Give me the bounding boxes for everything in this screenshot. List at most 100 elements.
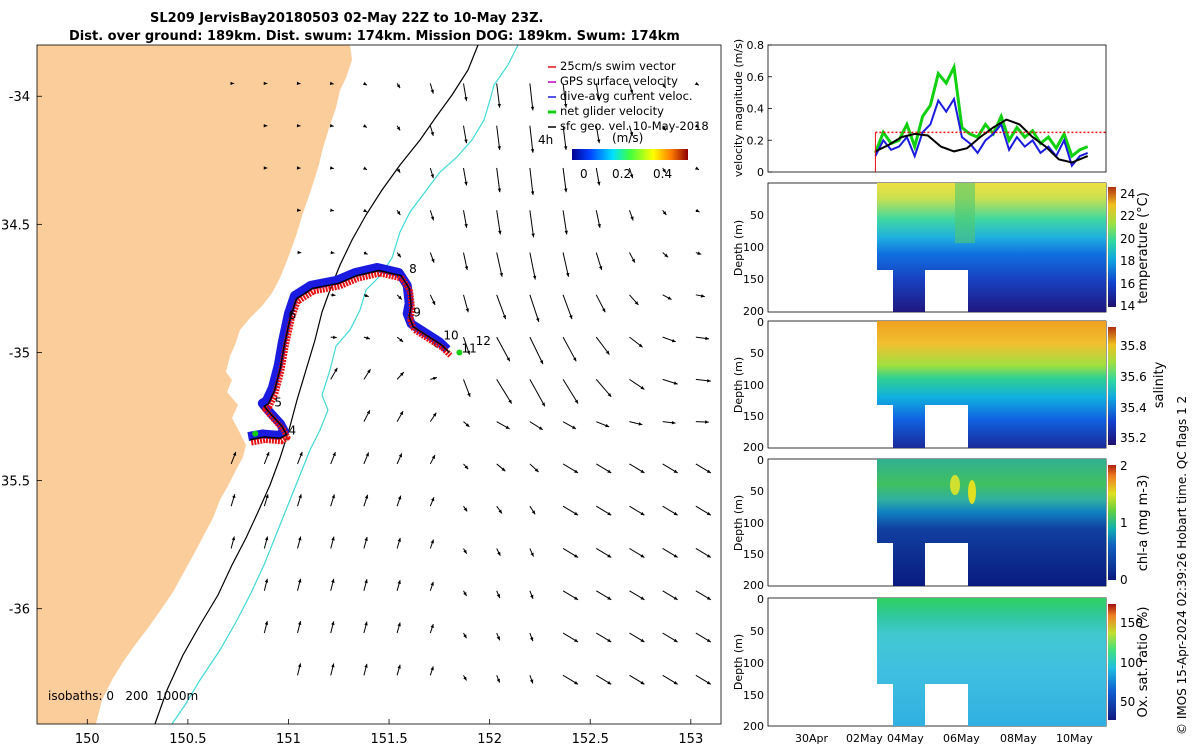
velocity-arrowhead — [264, 536, 269, 541]
velocity-arrowhead — [607, 680, 612, 685]
velocity-arrowhead — [662, 126, 666, 131]
map-xtick-label: 152.5 — [572, 732, 609, 747]
velocity-arrowhead — [329, 166, 334, 170]
velocity-arrow — [496, 210, 501, 235]
velocity-series-line — [874, 96, 1089, 168]
velocity-arrowhead — [329, 123, 334, 128]
velocity-arrowhead — [538, 426, 543, 430]
date-tick-30apr: 30Apr — [795, 732, 829, 745]
glider-track — [247, 263, 463, 446]
velocity-arrowhead — [662, 211, 667, 215]
velocity-arrowhead — [499, 272, 504, 277]
velocity-arrowhead — [365, 452, 369, 457]
velocity-arrowhead — [694, 166, 699, 170]
velocity-arrowhead — [332, 452, 336, 457]
map-ytick-label: 34.5 — [1, 218, 30, 233]
velocity-arrow — [562, 294, 573, 320]
chla-depth-0: 0 — [757, 454, 764, 467]
velocity-arrowhead — [231, 536, 236, 541]
velocity-arrowhead — [329, 81, 334, 86]
velocity-arrowhead — [334, 367, 338, 372]
velocity-arrowhead — [430, 581, 434, 586]
velocity-arrow — [496, 336, 511, 362]
velocity-arrowhead — [299, 451, 303, 456]
velocity-arrowhead — [396, 168, 401, 173]
chla-cbar-tick-0: 0 — [1120, 573, 1128, 587]
velocity-arrowhead — [396, 211, 401, 215]
velocity-arrowhead — [330, 208, 334, 212]
velocity-arrowhead — [705, 420, 709, 424]
velocity-arrowhead — [536, 317, 540, 322]
velocity-arrowhead — [430, 539, 434, 544]
velocity-arrowhead — [465, 423, 470, 427]
map-xtick-label: 150 — [75, 732, 100, 747]
velocity-arrowhead — [607, 638, 612, 643]
velocity-arrowhead — [467, 392, 471, 397]
legend-item-dive: dive-avg current veloc. — [560, 89, 693, 103]
velocity-arrowhead — [706, 554, 711, 558]
oxsat-ylabel: Depth (m) — [732, 634, 745, 690]
surface-velocity-vectors — [230, 81, 712, 685]
oxsat-colorbar — [1108, 604, 1116, 720]
velocity-arrow — [529, 336, 544, 365]
chla-panel: Depth (m) chl-a (mg m-3) 0 1 2 0 50 100 … — [732, 454, 1151, 592]
velocity-arrow — [562, 167, 567, 193]
velocity-arrowhead — [607, 596, 612, 600]
map-xtick-label: 153 — [678, 732, 703, 747]
velocity-arrowhead — [362, 166, 367, 170]
sal-cbar-tick-356: 35.6 — [1120, 370, 1147, 384]
velocity-arrow — [562, 83, 567, 108]
temp-cbar-tick-14: 14 — [1120, 299, 1135, 313]
sal-depth-100: 100 — [743, 379, 764, 392]
velocity-arrowhead — [431, 300, 436, 305]
temperature-panel: Depth (m) temperature (°C) 14 16 18 20 2… — [732, 182, 1151, 318]
velocity-arrowhead — [331, 494, 335, 499]
velocity-arrowhead — [397, 495, 402, 500]
velocity-arrowhead — [396, 126, 401, 131]
chla-depth-100: 100 — [743, 517, 764, 530]
oxsat-panel: Depth (m) Ox. sat. ratio (%) 50 100 150 … — [732, 593, 1151, 745]
velocity-arrowhead — [629, 89, 634, 94]
colorbar-tick-0: 0 — [580, 167, 588, 181]
velocity-arrowhead — [673, 596, 678, 600]
ox-depth-200: 200 — [743, 720, 764, 733]
velocity-arrowhead — [563, 103, 568, 108]
velocity-arrowhead — [297, 208, 301, 212]
velocity-arrowhead — [497, 103, 501, 108]
velocity-arrowhead — [530, 106, 535, 111]
chla-cbar-tick-2: 2 — [1120, 459, 1128, 473]
velocity-arrowhead — [638, 422, 643, 426]
velocity-arrowhead — [399, 338, 404, 342]
velocity-arrowhead — [662, 168, 666, 173]
velocity-arrowhead — [496, 594, 500, 599]
velocity-arrow — [496, 125, 501, 150]
chart-title-line-2: Dist. over ground: 189km. Dist. swum: 17… — [69, 29, 680, 44]
velocity-arrowhead — [673, 638, 678, 643]
velocity-arrowhead — [564, 230, 568, 235]
velocity-arrowhead — [541, 402, 545, 407]
velocity-arrowhead — [706, 596, 711, 600]
day-label: 11 — [461, 341, 476, 355]
velocity-arrowhead — [463, 592, 467, 597]
temp-cbar-tick-24: 24 — [1120, 187, 1135, 201]
map-ytick-label: -34 — [9, 90, 30, 105]
temp-depth-50: 50 — [750, 209, 764, 222]
legend-item-swim: 25cm/s swim vector — [560, 59, 676, 73]
velocity-arrowhead — [596, 97, 601, 101]
colorbar-label: (m/s) — [612, 131, 643, 145]
velocity-arrowhead — [496, 678, 500, 683]
day-label: 10 — [443, 329, 458, 343]
velocity-arrowhead — [695, 208, 700, 213]
map-xtick-label: 151.5 — [370, 732, 407, 747]
salinity-cbar-label: salinity — [1152, 361, 1167, 408]
velocity-arrowhead — [366, 410, 370, 415]
ox-depth-100: 100 — [743, 657, 764, 670]
temp-depth-150: 150 — [743, 273, 764, 286]
temp-depth-200: 200 — [743, 305, 764, 318]
velocity-arrowhead — [464, 223, 468, 228]
velocity-arrow — [529, 252, 536, 280]
velocity-arrowhead — [363, 208, 368, 213]
velocity-arrowhead — [431, 497, 435, 502]
